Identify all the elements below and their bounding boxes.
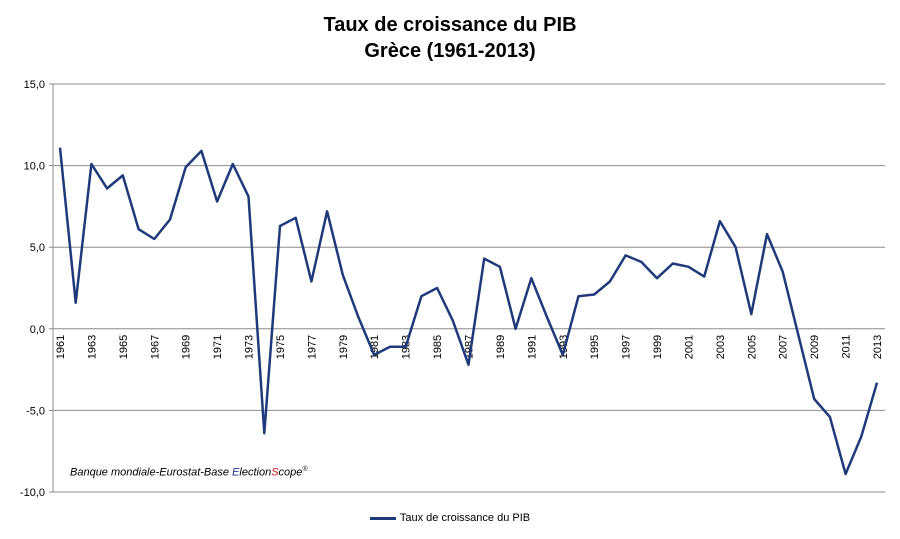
x-tick-label: 1999 (652, 335, 664, 359)
chart-subtitle: Grèce (1961-2013) (364, 40, 536, 62)
legend: Taux de croissance du PIB (0, 512, 900, 524)
legend-label: Taux de croissance du PIB (399, 512, 531, 524)
source-s-letter: S (271, 466, 279, 479)
x-tick-label: 1965 (118, 335, 130, 359)
x-tick-label: 1969 (181, 335, 193, 359)
x-tick-label: 1977 (306, 335, 318, 359)
x-tick-label: 1997 (621, 335, 633, 359)
y-tick-label: 5,0 (30, 242, 45, 254)
series-line (58, 147, 879, 476)
x-tick-label: 1991 (526, 335, 538, 359)
x-tick-label: 2005 (746, 335, 758, 359)
source-note: Banque mondiale-Eurostat-Base ElectionSc… (70, 466, 308, 479)
x-tick-label: 1971 (212, 335, 224, 359)
x-tick-label: 2003 (715, 335, 727, 359)
y-tick-label: 15,0 (24, 79, 45, 91)
y-tick-label: -10,0 (20, 487, 45, 499)
legend-swatch (369, 516, 396, 520)
source-e-letter: E (232, 466, 240, 479)
chart-title: Taux de croissance du PIB (323, 14, 577, 36)
x-tick-label: 2011 (841, 335, 853, 359)
x-tick-label: 2013 (872, 335, 884, 359)
y-tick-label: 0,0 (30, 324, 45, 336)
x-tick-label: 1995 (589, 335, 601, 359)
x-tick-label: 1979 (338, 335, 350, 359)
x-tick-label: 1963 (86, 335, 98, 359)
x-tick-label: 1975 (275, 335, 287, 359)
source-lection: lection (239, 466, 272, 479)
x-tick-label: 1985 (432, 335, 444, 359)
x-tick-label: 2001 (683, 335, 695, 359)
x-tick-label: 1961 (55, 335, 67, 359)
source-prefix: Banque mondiale-Eurostat-Base (70, 466, 233, 479)
x-tick-label: 1989 (495, 335, 507, 359)
x-tick-label: 2009 (809, 335, 821, 359)
source-cope: cope (278, 466, 303, 479)
source-registered-mark: ® (302, 466, 308, 473)
x-tick-label: 2007 (778, 335, 790, 359)
y-tick-label: 10,0 (24, 161, 45, 173)
y-tick-label: -5,0 (26, 405, 45, 417)
x-tick-label: 1973 (244, 335, 256, 359)
x-tick-label: 1967 (149, 335, 161, 359)
